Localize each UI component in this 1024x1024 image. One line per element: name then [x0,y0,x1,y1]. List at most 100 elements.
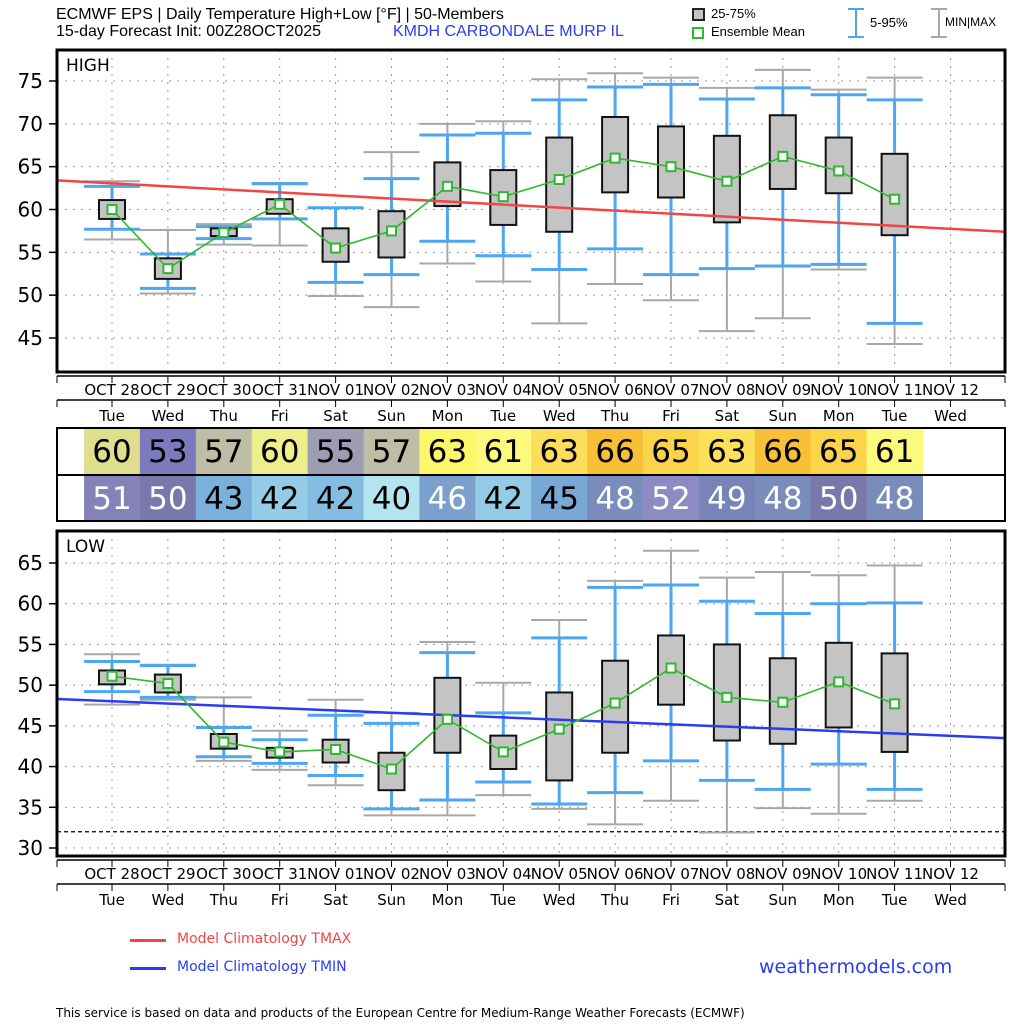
x-date-label: NOV 01 [307,381,364,399]
day-boxplot [587,72,644,286]
ensemble-mean-marker [665,161,677,173]
low-temp-value: 42 [316,481,355,517]
ensemble-mean-marker [274,746,286,758]
low-temp-value: 51 [92,481,131,517]
x-weekday-label: Wed [934,407,967,425]
low-temp-cell [195,476,253,521]
ensemble-mean-marker [106,670,118,682]
low-temp-value: 46 [428,481,467,517]
high-temp-cell [531,429,588,475]
ensemble-mean-marker [106,204,118,215]
ensemble-mean-marker [386,225,397,237]
y-tick-label: 65 [18,551,43,575]
x-weekday-label: Tue [489,891,516,909]
x-weekday-label: Wed [152,407,185,425]
y-tick-label: 45 [18,714,43,738]
x-weekday-label: Thu [600,407,629,425]
day-boxplot [531,619,588,810]
high-temp-cell [754,429,812,475]
climatology-line [56,697,1006,740]
x-date-label: NOV 04 [475,381,532,399]
y-tick-label: 60 [18,198,43,222]
day-boxplot [866,564,923,802]
panel-title: LOW [66,537,105,557]
x-weekday-label: Fri [271,407,289,425]
low-temp-cell [643,476,700,521]
y-tick-label: 35 [18,795,43,819]
low-temp-cell [419,476,476,521]
x-date-label: NOV 03 [419,381,476,399]
low-temp-cell [307,476,365,521]
day-boxplot [419,122,476,265]
x-date-label: OCT 28 [84,381,139,399]
x-date-label: NOV 08 [698,865,755,883]
whisker-legend-label: 5-95% [870,15,908,30]
x-date-label: NOV 07 [643,381,700,399]
x-weekday-label: Fri [271,891,289,909]
ensemble-mean-marker [889,698,901,710]
high-temp-cell [251,429,309,475]
low-temp-value: 40 [372,481,411,517]
y-tick-label: 50 [18,283,43,307]
iqr-box [824,136,853,195]
y-tick-label: 45 [18,326,43,350]
ensemble-mean-marker [777,696,789,708]
y-tick-label: 65 [18,155,43,179]
day-boxplot [754,570,811,810]
x-weekday-label: Tue [489,407,516,425]
ensemble-mean-marker [497,746,509,758]
low-temp-value: 48 [595,481,634,517]
x-date-label: NOV 09 [754,865,811,883]
x-weekday-label: Mon [823,407,855,425]
ensemble-mean-marker [330,242,342,254]
low-temp-value: 48 [875,481,914,517]
low-temp-value: 42 [484,481,523,517]
high-temp-value: 66 [763,434,802,470]
high-temp-cell [643,429,700,475]
station-name: KMDH CARBONDALE MURP IL [393,23,624,40]
y-tick-label: 50 [18,673,43,697]
x-date-label: OCT 29 [140,865,195,883]
x-date-label: NOV 11 [866,865,923,883]
ensemble-mean-marker [330,743,342,755]
day-boxplot [643,76,699,302]
low-temp-cell [475,476,532,521]
x-weekday-label: Wed [152,891,185,909]
x-date-label: OCT 28 [84,865,139,883]
low-temp-value: 48 [763,481,802,517]
low-temp-value: 49 [707,481,746,517]
y-tick-label: 40 [18,755,43,779]
high-temp-value: 57 [204,434,243,470]
x-weekday-label: Tue [881,407,908,425]
y-tick-label: 30 [18,836,43,860]
ensemble-mean-marker [274,198,286,210]
x-weekday-label: Sat [323,891,348,909]
low-temp-cell [587,476,644,521]
ensemble-mean-marker [497,191,509,203]
y-tick-label: 55 [18,240,43,264]
climatology-line [56,179,1006,234]
table-border [56,427,1006,522]
high-panel: 45 50 55 60 65 70 75 HIGH [18,48,1007,374]
panel-frame [55,529,1007,858]
x-weekday-label: Sun [377,891,406,909]
x-date-label: NOV 12 [922,381,979,399]
ensemble-mean-marker [441,713,453,725]
x-date-label: NOV 06 [587,865,644,883]
low-temp-cell [251,476,309,521]
x-weekday-label: Sat [715,407,740,425]
mean-legend-icon [692,27,704,39]
brand-link[interactable]: weathermodels.com [759,956,953,978]
low-temp-value: 42 [260,481,299,517]
ensemble-mean-marker [665,662,677,674]
x-weekday-label: Thu [209,891,238,909]
day-boxplot [531,78,588,325]
x-date-label: NOV 10 [810,865,867,883]
x-date-label: NOV 07 [643,865,700,883]
x-date-label: NOV 12 [922,865,979,883]
high-temp-value: 55 [316,434,355,470]
x-date-label: NOV 03 [419,865,476,883]
low-temp-cell [698,476,756,521]
high-temp-value: 61 [875,434,914,470]
x-weekday-label: Sun [377,407,406,425]
